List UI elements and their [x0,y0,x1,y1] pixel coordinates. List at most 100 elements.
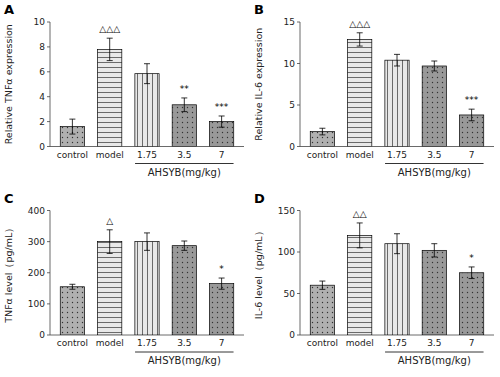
error-bar [357,33,363,46]
error-cap [219,127,225,128]
annotation: *** [465,95,479,105]
error-cap [394,233,400,234]
y-tick-label: 0 [39,142,45,152]
panel: 0246810controlmodel1.753.57AHSYB(mg/kg)R… [3,2,244,178]
bar [98,49,122,146]
y-tick [47,46,50,47]
error-stem [184,241,185,250]
y-tick-label: 10 [34,17,46,27]
x-tick-label: control [57,150,88,160]
y-tick-label: 5 [289,100,295,110]
error-bar [144,233,150,250]
y-tick [297,210,300,211]
bar [135,74,159,147]
error-stem [322,281,323,289]
y-label: Relative TNFα expression [3,24,14,144]
y-label: Relative IL-6 expression [253,28,264,141]
x-tick-label: 1.75 [387,150,407,160]
y-tick [47,146,50,147]
error-cap [69,289,75,290]
error-stem [221,278,222,289]
y-tick-label: 400 [28,206,45,216]
bar [60,287,84,335]
error-stem [109,230,110,254]
y-tick [47,335,50,336]
bar [348,39,372,146]
error-stem [359,223,360,248]
x-tick-label: 7 [469,338,475,348]
bars [60,38,233,146]
figure: 0246810controlmodel1.753.57AHSYB(mg/kg)R… [0,0,500,377]
error-cap [431,256,437,257]
error-cap [357,247,363,248]
error-bar [219,116,225,127]
error-cap [144,63,150,64]
error-bar [469,109,475,121]
bar [385,60,409,146]
panel: 0100200300400controlmodel1.753.57AHSYB(m… [3,191,244,367]
error-cap [219,115,225,116]
y-label: TNFα level（pg/mL） [3,223,14,324]
annotation: * [219,264,224,274]
y-axis [300,22,301,147]
annotation: * [469,253,474,263]
x-tick-label: 1.75 [137,338,157,348]
group-label: AHSYB(mg/kg) [398,167,471,178]
bar [135,242,159,335]
y-label: IL-6 level（pg/mL） [253,226,264,319]
error-stem [72,284,73,289]
x-tick-label: 3.5 [427,150,441,160]
y-tick [47,303,50,304]
error-bar [181,98,187,112]
error-bar [394,54,400,66]
bar [172,246,196,335]
x-tick-label: 1.75 [387,338,407,348]
error-cap [469,120,475,121]
y-tick-label: 15 [284,17,295,27]
error-cap [69,284,75,285]
error-stem [147,233,148,250]
error-bar [107,38,113,60]
x-tick-label: 1.75 [137,150,157,160]
y-axis [300,211,301,336]
error-stem [322,128,323,135]
error-stem [109,38,110,60]
error-stem [397,54,398,66]
group-bracket [135,352,233,353]
y-tick [297,22,300,23]
bar [310,285,334,335]
y-tick [297,252,300,253]
y-tick-label: 0 [289,330,295,340]
error-cap [431,243,437,244]
error-bar [469,267,475,279]
error-stem [72,119,73,134]
error-stem [471,109,472,121]
error-stem [434,244,435,257]
y-tick [47,71,50,72]
x-tick-label: model [96,150,124,160]
y-tick [47,272,50,273]
bars [60,230,233,335]
x-tick-label: model [346,150,374,160]
error-stem [221,116,222,127]
y-tick [297,105,300,106]
error-bar [69,284,75,289]
x-tick-label: control [57,338,88,348]
y-tick [297,63,300,64]
error-cap [319,134,325,135]
error-bar [431,61,437,71]
error-cap [107,60,113,61]
error-cap [144,232,150,233]
error-bar [319,281,325,289]
y-axis [50,211,51,336]
error-bar [107,230,113,254]
annotation: *** [215,102,229,112]
panel-label: D [254,191,265,206]
x-tick-label: control [307,338,338,348]
x-tick-label: model [96,338,124,348]
bar [422,66,446,147]
group-bracket [135,163,233,164]
error-stem [184,98,185,112]
y-tick-label: 6 [39,67,45,77]
error-stem [471,267,472,279]
